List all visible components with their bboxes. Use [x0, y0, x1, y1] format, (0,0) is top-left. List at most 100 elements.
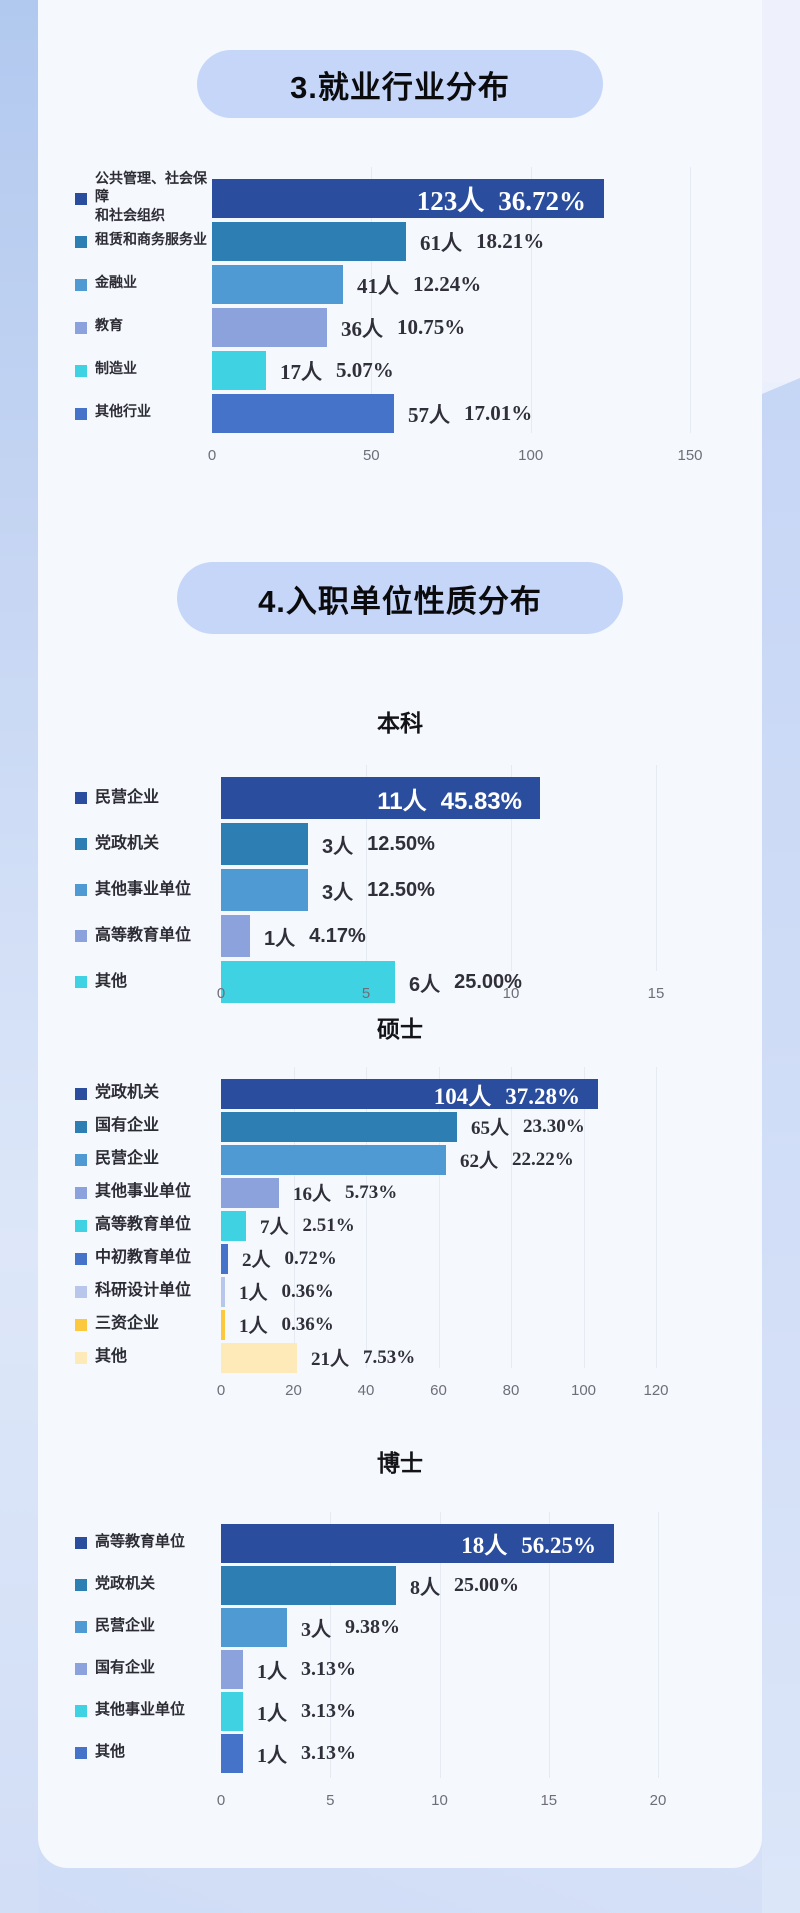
bar-percent-label: 37.28%: [505, 1083, 580, 1109]
gridline: [371, 167, 373, 433]
legend-swatch: [75, 1318, 87, 1331]
bar-value-label: 62人: [460, 1151, 499, 1172]
bar-value-label: 3人: [322, 881, 354, 904]
bar-percent-label: 56.25%: [521, 1533, 596, 1558]
axis-tick-label: 10: [502, 985, 520, 1002]
bar-其他事业单位: [221, 869, 308, 911]
bar-租赁和商务服务业: [212, 222, 406, 261]
legend-label: 其他: [95, 1744, 126, 1761]
legend-label: 国有企业: [95, 1117, 160, 1135]
legend-label: 教育: [95, 319, 123, 335]
legend-swatch: [75, 192, 87, 205]
bar-value-label: 18人: [461, 1533, 508, 1558]
bar-percent-label: 36.72%: [498, 186, 586, 216]
bar-value-label: 6人: [409, 973, 441, 996]
content-card: 3.就业行业分布 公共管理、社会保障 和社会组织 123人 36.72% 租赁和商务服…: [38, 0, 762, 1868]
legend-item: 国有企业: [75, 1648, 211, 1690]
legend-swatch: [75, 321, 87, 334]
legend-label: 其他: [95, 972, 128, 990]
legend-item: 其他事业单位: [75, 1690, 211, 1732]
bar-percent-label: 5.73%: [345, 1181, 398, 1203]
legend-swatch: [75, 1663, 87, 1675]
bar-国有企业: [221, 1111, 457, 1142]
bar-percent-label: 3.13%: [301, 1657, 356, 1680]
gridline: [548, 1512, 550, 1778]
bar-教育: [212, 308, 327, 347]
bar-value-label: 17人: [280, 359, 322, 384]
bar-其他事业单位: [221, 1691, 243, 1731]
bar-value-label: 57人: [408, 402, 450, 427]
legend-label: 中初教育单位: [95, 1249, 192, 1267]
gridline: [330, 1512, 332, 1778]
legend-swatch: [75, 1186, 87, 1199]
axis-tick-label: 15: [647, 985, 665, 1002]
legend-label: 民营企业: [95, 788, 160, 806]
legend-item: 公共管理、社会保障 和社会组织: [75, 172, 209, 224]
bar-value-label: 1人: [239, 1283, 268, 1304]
axis-tick-label: 5: [361, 985, 371, 1002]
bar-value-label: 1人: [239, 1316, 268, 1337]
axis-tick-label: 0: [216, 1792, 226, 1809]
legend-swatch: [75, 1579, 87, 1591]
legend-item: 党政机关: [75, 821, 211, 867]
bar-党政机关: [221, 823, 308, 865]
legend-label: 民营企业: [95, 1150, 160, 1168]
legend-item: 其他: [75, 959, 211, 1005]
bar-value-label: 1人: [257, 1660, 287, 1683]
bar-value-label: 3人: [322, 835, 354, 858]
axis-tick-label: 60: [430, 1382, 447, 1399]
bar-科研设计单位: [221, 1276, 225, 1307]
chart-subtitle: 博士: [377, 1450, 423, 1476]
section-title-text: 3.就业行业分布: [290, 69, 510, 105]
axis-tick-label: 150: [677, 447, 703, 464]
bar-percent-label: 18.21%: [476, 229, 545, 253]
gridline: [366, 765, 367, 971]
bar-percent-label: 23.30%: [523, 1115, 585, 1137]
bar-value-label: 1人: [257, 1702, 287, 1725]
bar-percent-label: 2.51%: [302, 1214, 355, 1236]
legend-item: 三资企业: [75, 1308, 211, 1341]
axis-tick-label: 0: [216, 985, 226, 1002]
bar-percent-label: 22.22%: [512, 1148, 574, 1170]
legend-label: 其他事业单位: [95, 1183, 192, 1201]
legend-item: 其他事业单位: [75, 1176, 211, 1209]
legend-label: 国有企业: [95, 1660, 156, 1677]
legend-item: 教育: [75, 306, 209, 349]
chart-doctor: 博士 高等教育单位 18人 56.25% 党政机关 8人 25.00% 民营企业 3人 9.38%…: [38, 0, 762, 1868]
bar-percent-label: 12.50%: [367, 832, 435, 855]
legend-label: 制造业: [95, 362, 137, 378]
legend-item: 科研设计单位: [75, 1275, 211, 1308]
legend-swatch: [75, 1351, 87, 1364]
bar-value-label: 123人: [416, 186, 485, 216]
axis-tick-label: 20: [285, 1382, 302, 1399]
legend-item: 其他: [75, 1341, 211, 1374]
legend-label: 其他事业单位: [95, 880, 192, 898]
legend-item: 高等教育单位: [75, 1209, 211, 1242]
legend-item: 其他: [75, 1732, 211, 1774]
legend-swatch: [75, 1747, 87, 1759]
legend-item: 其他事业单位: [75, 867, 211, 913]
left-decoration-band: [0, 0, 38, 1913]
legend-label: 科研设计单位: [95, 1282, 192, 1300]
bar-value-label: 21人: [311, 1349, 350, 1370]
legend-swatch: [75, 364, 87, 377]
bar-金融业: [212, 265, 343, 304]
legend-swatch: [75, 792, 87, 804]
bar-percent-label: 45.83%: [440, 787, 522, 815]
axis-tick-label: 120: [643, 1382, 669, 1399]
bar-其他: [221, 1733, 243, 1773]
bar-percent-label: 3.13%: [301, 1699, 356, 1722]
gridline: [366, 1067, 367, 1368]
chart-bachelor: 本科 民营企业 11人 45.83% 党政机关 3人 12.50% 其他事业单位 3人 12.50…: [38, 0, 762, 1868]
bar-党政机关: 104人 37.28%: [221, 1078, 598, 1109]
legend-item: 国有企业: [75, 1110, 211, 1143]
gridline: [658, 1512, 659, 1778]
legend-item: 民营企业: [75, 775, 211, 821]
gridline: [438, 1067, 440, 1368]
legend-item: 高等教育单位: [75, 913, 211, 959]
bar-其他: [221, 1342, 297, 1373]
chart-employment-industry: 公共管理、社会保障 和社会组织 123人 36.72% 租赁和商务服务业 61人 18.2…: [38, 0, 762, 1868]
chart-subtitle: 硕士: [377, 1016, 423, 1042]
legend-swatch: [75, 1705, 87, 1717]
